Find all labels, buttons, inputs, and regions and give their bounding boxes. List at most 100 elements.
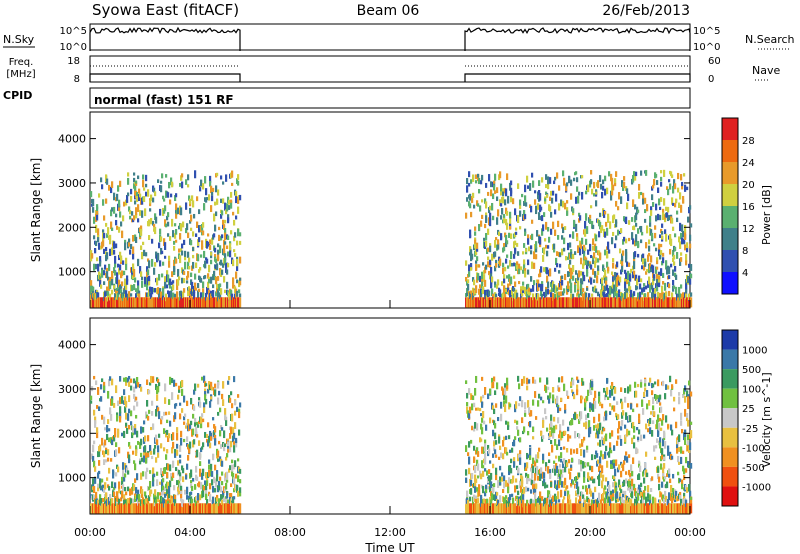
range-cell [558,439,561,447]
range-cell [679,222,682,227]
range-cell [596,453,599,458]
range-cell [127,498,130,506]
range-cell [522,251,525,255]
range-cell [142,427,145,433]
range-cell [580,271,583,276]
range-cell [610,490,613,497]
range-cell [502,292,505,299]
range-cell [113,241,116,249]
range-cell [570,288,573,294]
range-cell [180,437,183,446]
range-cell [572,275,575,281]
range-cell [104,482,107,488]
range-cell [690,263,693,271]
range-cell [581,396,584,400]
range-cell [645,169,648,176]
range-cell [644,379,647,384]
range-cell [565,255,568,261]
range-cell [203,485,206,491]
range-cell [640,239,643,244]
range-cell [474,486,477,493]
range-cell [520,485,523,493]
range-cell [485,240,488,247]
range-cell [495,293,498,298]
range-cell [586,488,589,495]
range-cell [546,275,549,283]
colorbar-segment [722,330,738,350]
range-cell [570,179,573,186]
range-cell [595,246,598,253]
range-cell [538,180,541,186]
range-cell [119,251,122,258]
range-cell [227,251,230,257]
range-cell [484,443,487,452]
colorbar-tick-label: -500 [742,463,765,474]
range-cell [197,424,200,428]
range-cell [218,440,221,445]
range-cell [556,397,559,402]
range-cell [560,398,563,402]
range-cell [543,212,546,217]
range-cell [654,232,657,239]
range-cell [160,418,163,425]
range-cell [684,395,687,403]
range-cell [239,293,242,298]
range-cell [559,252,562,258]
range-cell [685,293,688,300]
range-cell [111,279,114,286]
velocity-colorbar-label: Velocity [m s^-1] [760,372,773,467]
range-cell [111,227,114,231]
range-cell [207,388,210,394]
range-cell [106,233,109,238]
range-cell [232,259,235,267]
range-cell [481,417,484,423]
range-cell [109,248,112,257]
range-cell [179,233,182,240]
range-cell [679,494,682,501]
range-cell [148,409,151,414]
range-cell [582,461,585,469]
range-cell [633,270,636,275]
range-cell [568,494,571,500]
range-cell [545,415,548,420]
range-cell [566,447,569,453]
range-cell [474,226,477,231]
range-cell [132,218,135,223]
range-cell [125,400,128,408]
range-cell [92,455,95,462]
range-cell [564,477,567,486]
range-cell [202,468,205,477]
range-cell [229,432,232,439]
range-cell [556,444,559,451]
range-cell [210,381,213,389]
range-cell [107,457,110,462]
range-cell [620,398,623,404]
range-cell [164,397,167,404]
range-cell [633,171,636,179]
range-cell [638,484,641,490]
range-cell [214,464,217,471]
range-cell [176,449,179,456]
range-cell [144,276,147,285]
range-cell [171,392,174,400]
range-cell [140,452,143,458]
range-cell [116,225,119,230]
range-cell [499,482,502,486]
range-cell [157,407,160,412]
range-cell [110,209,113,217]
range-cell [519,498,522,507]
range-cell [229,465,232,471]
range-cell [159,260,162,267]
range-cell [134,423,137,432]
range-cell [189,207,192,214]
range-cell [575,196,578,204]
range-cell [137,175,140,180]
range-cell [129,215,132,220]
range-cell [204,394,207,401]
range-cell [671,384,674,389]
range-cell [551,444,554,453]
range-cell [651,390,654,396]
range-cell [601,430,604,435]
range-cell [472,277,475,282]
range-cell [654,381,657,385]
